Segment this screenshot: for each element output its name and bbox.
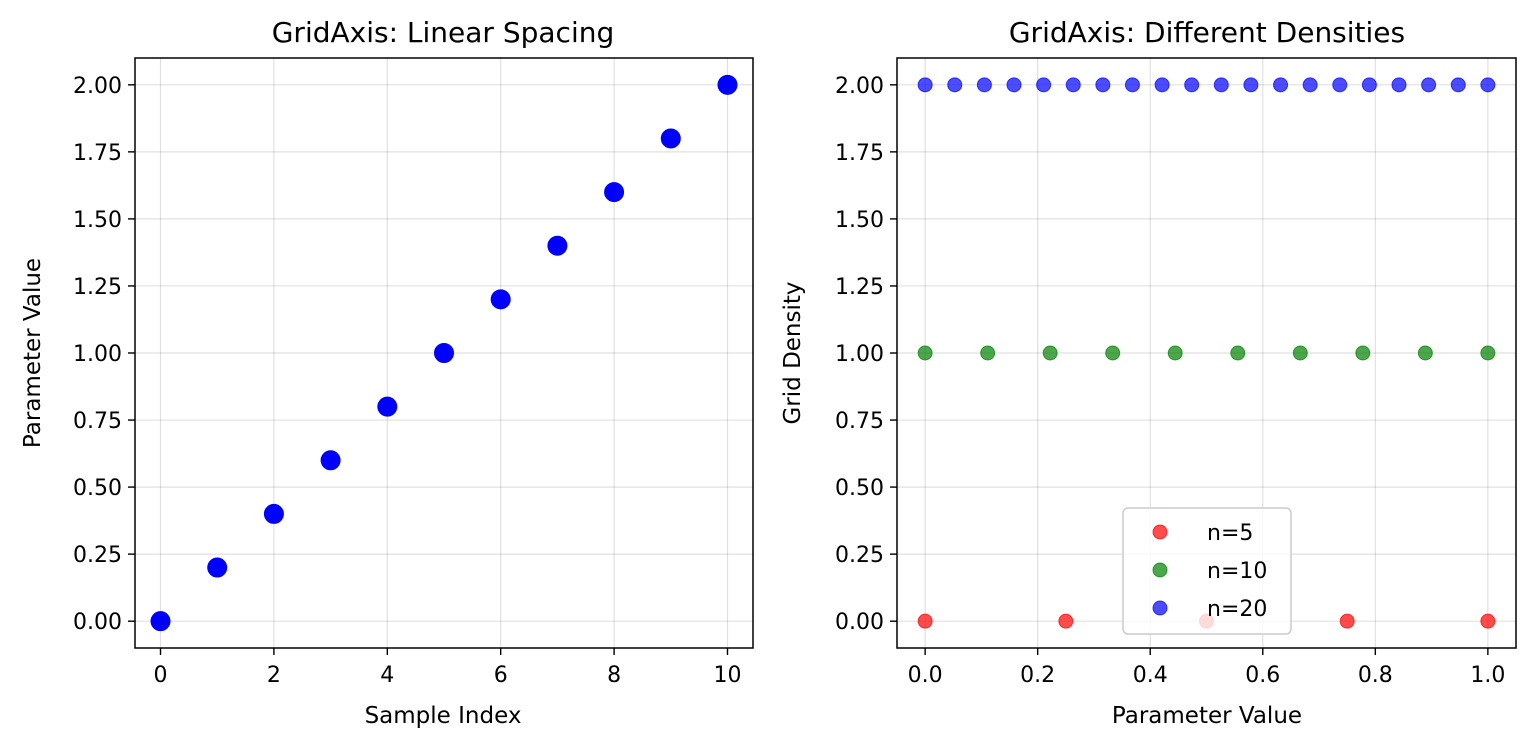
densities-point-n-10-3 bbox=[1105, 345, 1121, 361]
linear-spacing-ytick-label-1: 0.25 bbox=[73, 543, 122, 568]
linear-spacing-xtick-label-1: 2 bbox=[267, 663, 281, 688]
densities-point-n-5-3 bbox=[1339, 613, 1355, 629]
densities-point-n-20-12 bbox=[1273, 77, 1289, 93]
densities-point-n-20-2 bbox=[976, 77, 992, 93]
densities-point-n-20-19 bbox=[1480, 77, 1496, 93]
densities-point-n-20-15 bbox=[1361, 77, 1377, 93]
linear-spacing-title: GridAxis: Linear Spacing bbox=[272, 16, 615, 49]
linear-spacing-ytick-label-6: 1.50 bbox=[73, 208, 122, 233]
legend-label-n-10: n=10 bbox=[1207, 559, 1267, 584]
linear-spacing-ytick-label-4: 1.00 bbox=[73, 342, 122, 367]
linear-spacing-chart: GridAxis: Linear Spacing Sample Index Pa… bbox=[20, 16, 754, 729]
linear-spacing-point-samples-1 bbox=[207, 557, 228, 578]
legend-label-n-20: n=20 bbox=[1207, 597, 1267, 622]
linear-spacing-xtick-label-2: 4 bbox=[380, 663, 394, 688]
legend-label-n-5: n=5 bbox=[1207, 521, 1253, 546]
densities-point-n-10-5 bbox=[1230, 345, 1246, 361]
linear-spacing-ytick-label-2: 0.50 bbox=[73, 476, 122, 501]
densities-ticks: 0.0 0.2 0.4 0.6 0.8 1.0 0.00 0.25 0.50 0.75 1.00 1.… bbox=[835, 74, 1505, 688]
densities-xtick-label-3: 0.6 bbox=[1245, 663, 1280, 688]
densities-point-n-10-2 bbox=[1042, 345, 1058, 361]
densities-ytick-label-3: 0.75 bbox=[835, 409, 884, 434]
linear-spacing-point-samples-4 bbox=[377, 396, 398, 417]
densities-point-n-20-7 bbox=[1124, 77, 1140, 93]
densities-point-n-20-1 bbox=[947, 77, 963, 93]
densities-ytick-label-6: 1.50 bbox=[835, 208, 884, 233]
densities-point-n-20-0 bbox=[917, 77, 933, 93]
densities-point-n-20-18 bbox=[1450, 77, 1466, 93]
linear-spacing-ytick-label-0: 0.00 bbox=[73, 610, 122, 635]
densities-point-n-10-6 bbox=[1292, 345, 1308, 361]
legend-marker-n-5 bbox=[1152, 524, 1168, 540]
densities-xtick-label-1: 0.2 bbox=[1020, 663, 1055, 688]
densities-point-n-20-6 bbox=[1095, 77, 1111, 93]
linear-spacing-point-samples-3 bbox=[320, 450, 341, 471]
densities-point-n-20-13 bbox=[1302, 77, 1318, 93]
densities-ytick-label-4: 1.00 bbox=[835, 342, 884, 367]
densities-ytick-label-0: 0.00 bbox=[835, 610, 884, 635]
densities-point-n-5-0 bbox=[917, 613, 933, 629]
densities-ytick-label-8: 2.00 bbox=[835, 74, 884, 99]
linear-spacing-xtick-label-3: 6 bbox=[494, 663, 508, 688]
densities-ytick-label-1: 0.25 bbox=[835, 543, 884, 568]
densities-xtick-label-5: 1.0 bbox=[1470, 663, 1505, 688]
densities-point-n-20-11 bbox=[1243, 77, 1259, 93]
densities-point-n-10-7 bbox=[1355, 345, 1371, 361]
linear-spacing-grid bbox=[135, 58, 753, 648]
densities-point-n-10-4 bbox=[1167, 345, 1183, 361]
linear-spacing-xtick-label-4: 8 bbox=[607, 663, 621, 688]
linear-spacing-ytick-label-5: 1.25 bbox=[73, 275, 122, 300]
densities-point-n-20-3 bbox=[1006, 77, 1022, 93]
densities-ytick-label-2: 0.50 bbox=[835, 476, 884, 501]
densities-point-n-20-17 bbox=[1421, 77, 1437, 93]
linear-spacing-point-samples-5 bbox=[434, 343, 454, 363]
linear-spacing-ytick-label-7: 1.75 bbox=[73, 141, 122, 166]
densities-xtick-label-2: 0.4 bbox=[1133, 663, 1168, 688]
densities-point-n-10-8 bbox=[1417, 345, 1433, 361]
densities-point-n-10-1 bbox=[980, 345, 996, 361]
legend-marker-n-20 bbox=[1152, 600, 1168, 616]
linear-spacing-point-samples-10 bbox=[717, 74, 738, 95]
linear-spacing-xlabel: Sample Index bbox=[365, 703, 522, 729]
densities-ytick-label-7: 1.75 bbox=[835, 141, 884, 166]
densities-point-n-10-9 bbox=[1480, 345, 1496, 361]
linear-spacing-xtick-label-0: 0 bbox=[154, 663, 168, 688]
densities-point-n-20-14 bbox=[1332, 77, 1348, 93]
linear-spacing-point-samples-6 bbox=[490, 289, 511, 310]
densities-point-n-20-4 bbox=[1036, 77, 1052, 93]
densities-legend: n=5 n=10 n=20 bbox=[1122, 507, 1292, 635]
densities-point-n-5-4 bbox=[1480, 613, 1496, 629]
densities-point-n-20-16 bbox=[1391, 77, 1407, 93]
linear-spacing-point-samples-2 bbox=[263, 503, 284, 524]
linear-spacing-ytick-label-8: 2.00 bbox=[73, 74, 122, 99]
linear-spacing-point-samples-0 bbox=[150, 611, 171, 632]
densities-point-n-5-1 bbox=[1058, 613, 1074, 629]
linear-spacing-markers bbox=[150, 74, 738, 632]
legend-marker-n-10 bbox=[1152, 562, 1168, 578]
densities-ylabel: Grid Density bbox=[780, 281, 806, 424]
densities-point-n-20-5 bbox=[1065, 77, 1081, 93]
densities-point-n-20-10 bbox=[1213, 77, 1229, 93]
densities-xtick-label-4: 0.8 bbox=[1358, 663, 1393, 688]
densities-point-n-20-9 bbox=[1184, 77, 1200, 93]
densities-chart: GridAxis: Different Densities Parameter … bbox=[780, 16, 1517, 729]
linear-spacing-point-samples-9 bbox=[660, 128, 681, 149]
densities-point-n-10-0 bbox=[917, 345, 933, 361]
densities-xlabel: Parameter Value bbox=[1112, 703, 1302, 729]
linear-spacing-point-samples-8 bbox=[604, 182, 625, 203]
linear-spacing-ticks: 0 2 4 6 8 10 0.00 0.25 0.50 0.75 1.00 1.25 1.50 1.75 2… bbox=[73, 74, 741, 688]
linear-spacing-ytick-label-3: 0.75 bbox=[73, 409, 122, 434]
linear-spacing-point-samples-7 bbox=[547, 235, 568, 256]
densities-xtick-label-0: 0.0 bbox=[908, 663, 943, 688]
densities-ytick-label-5: 1.25 bbox=[835, 275, 884, 300]
linear-spacing-ylabel: Parameter Value bbox=[20, 258, 46, 448]
linear-spacing-xtick-label-5: 10 bbox=[713, 663, 741, 688]
densities-point-n-20-8 bbox=[1154, 77, 1170, 93]
densities-title: GridAxis: Different Densities bbox=[1009, 16, 1405, 49]
